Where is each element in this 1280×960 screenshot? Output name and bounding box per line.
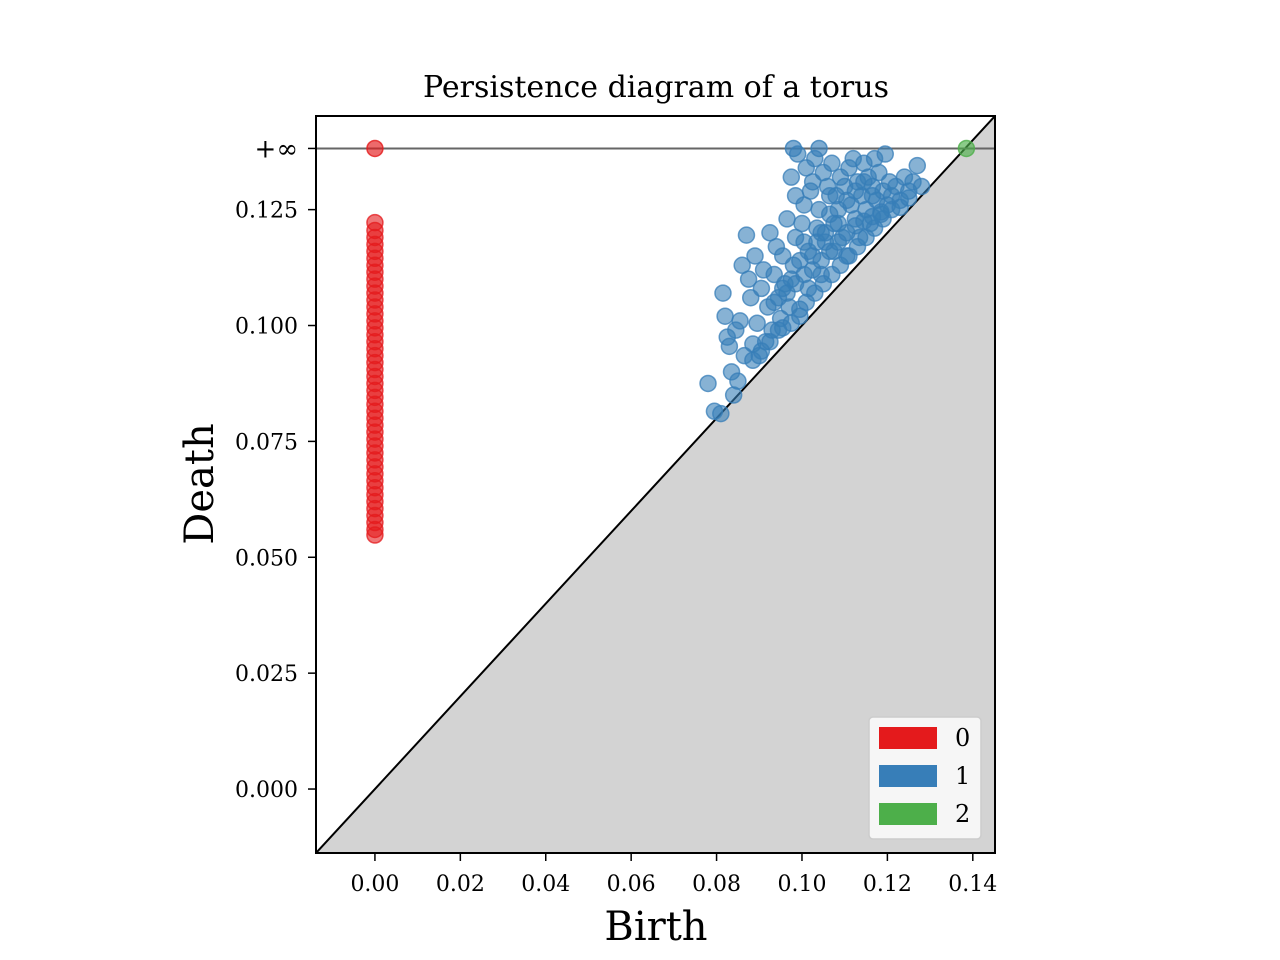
y-tick-label: 0.050	[235, 546, 298, 571]
point-dim-1	[720, 337, 739, 356]
infinite-point-dim-0	[366, 139, 384, 158]
point-dim-1	[825, 214, 843, 233]
point-dim-1	[872, 203, 890, 221]
point-dim-1	[820, 186, 839, 205]
point-dim-1	[746, 247, 764, 265]
point-dim-1	[803, 173, 822, 191]
y-tick-label: 0.000	[235, 778, 298, 803]
point-dim-1	[699, 374, 717, 393]
x-tick-label: 0.06	[607, 872, 656, 897]
legend-swatch-1	[879, 765, 937, 787]
x-axis-label: Birth	[604, 904, 707, 950]
infinite-point-dim-2	[957, 139, 976, 158]
point-dim-1	[731, 312, 749, 330]
x-tick-label: 0.10	[777, 872, 826, 897]
point-dim-1	[769, 321, 788, 339]
chart-title: Persistence diagram of a torus	[423, 70, 889, 105]
point-dim-1	[739, 270, 758, 288]
point-dim-1	[712, 404, 730, 423]
point-dim-1	[765, 293, 783, 312]
point-dim-0	[366, 213, 384, 232]
point-dim-1	[761, 332, 779, 351]
legend-label-2: 2	[955, 800, 970, 828]
point-dim-1	[729, 372, 747, 390]
point-dim-1	[737, 226, 756, 244]
y-axis-label: Death	[177, 423, 223, 544]
point-dim-1	[786, 228, 805, 247]
y-tick-label: 0.075	[235, 430, 298, 455]
point-dim-1	[823, 154, 841, 173]
point-dim-1	[863, 186, 882, 205]
point-dim-1	[782, 168, 801, 186]
legend-swatch-2	[879, 803, 937, 825]
point-dim-1	[899, 189, 918, 207]
point-dim-1	[908, 156, 927, 175]
point-dim-1	[912, 177, 931, 196]
plot-area: 0.00 0.02 0.04 0.06 0.08 0.10 0.12 0.14 0.000 0.0…	[235, 115, 997, 897]
point-dim-1	[778, 210, 796, 228]
y-tick-label: 0.125	[235, 199, 298, 224]
legend-swatch-0	[879, 727, 937, 749]
axes-frame	[315, 115, 996, 854]
point-dim-1	[748, 314, 766, 332]
point-dim-1	[752, 279, 771, 298]
x-tick-label: 0.04	[521, 872, 570, 897]
infinite-point-dim-1	[784, 139, 803, 158]
legend-label-1: 1	[955, 762, 970, 790]
point-dim-1	[795, 196, 813, 214]
diagonal-line	[316, 116, 995, 853]
legend-label-0: 0	[955, 724, 970, 752]
x-tick-label: 0.00	[350, 872, 399, 897]
point-dim-1	[782, 270, 801, 288]
point-dim-1	[876, 145, 894, 163]
y-tick-label: 0.025	[235, 662, 298, 687]
infinity-tick-label: +∞	[255, 134, 298, 164]
y-tick-label: 0.100	[235, 315, 298, 340]
x-tick-label: 0.12	[863, 872, 912, 897]
x-tick-label: 0.14	[948, 872, 997, 897]
point-dim-1	[714, 284, 732, 302]
point-dim-1	[855, 173, 873, 191]
x-tick-label: 0.02	[436, 872, 485, 897]
point-dim-1	[716, 307, 734, 325]
x-tick-label: 0.08	[692, 872, 741, 897]
infinite-point-dim-1	[810, 139, 828, 158]
